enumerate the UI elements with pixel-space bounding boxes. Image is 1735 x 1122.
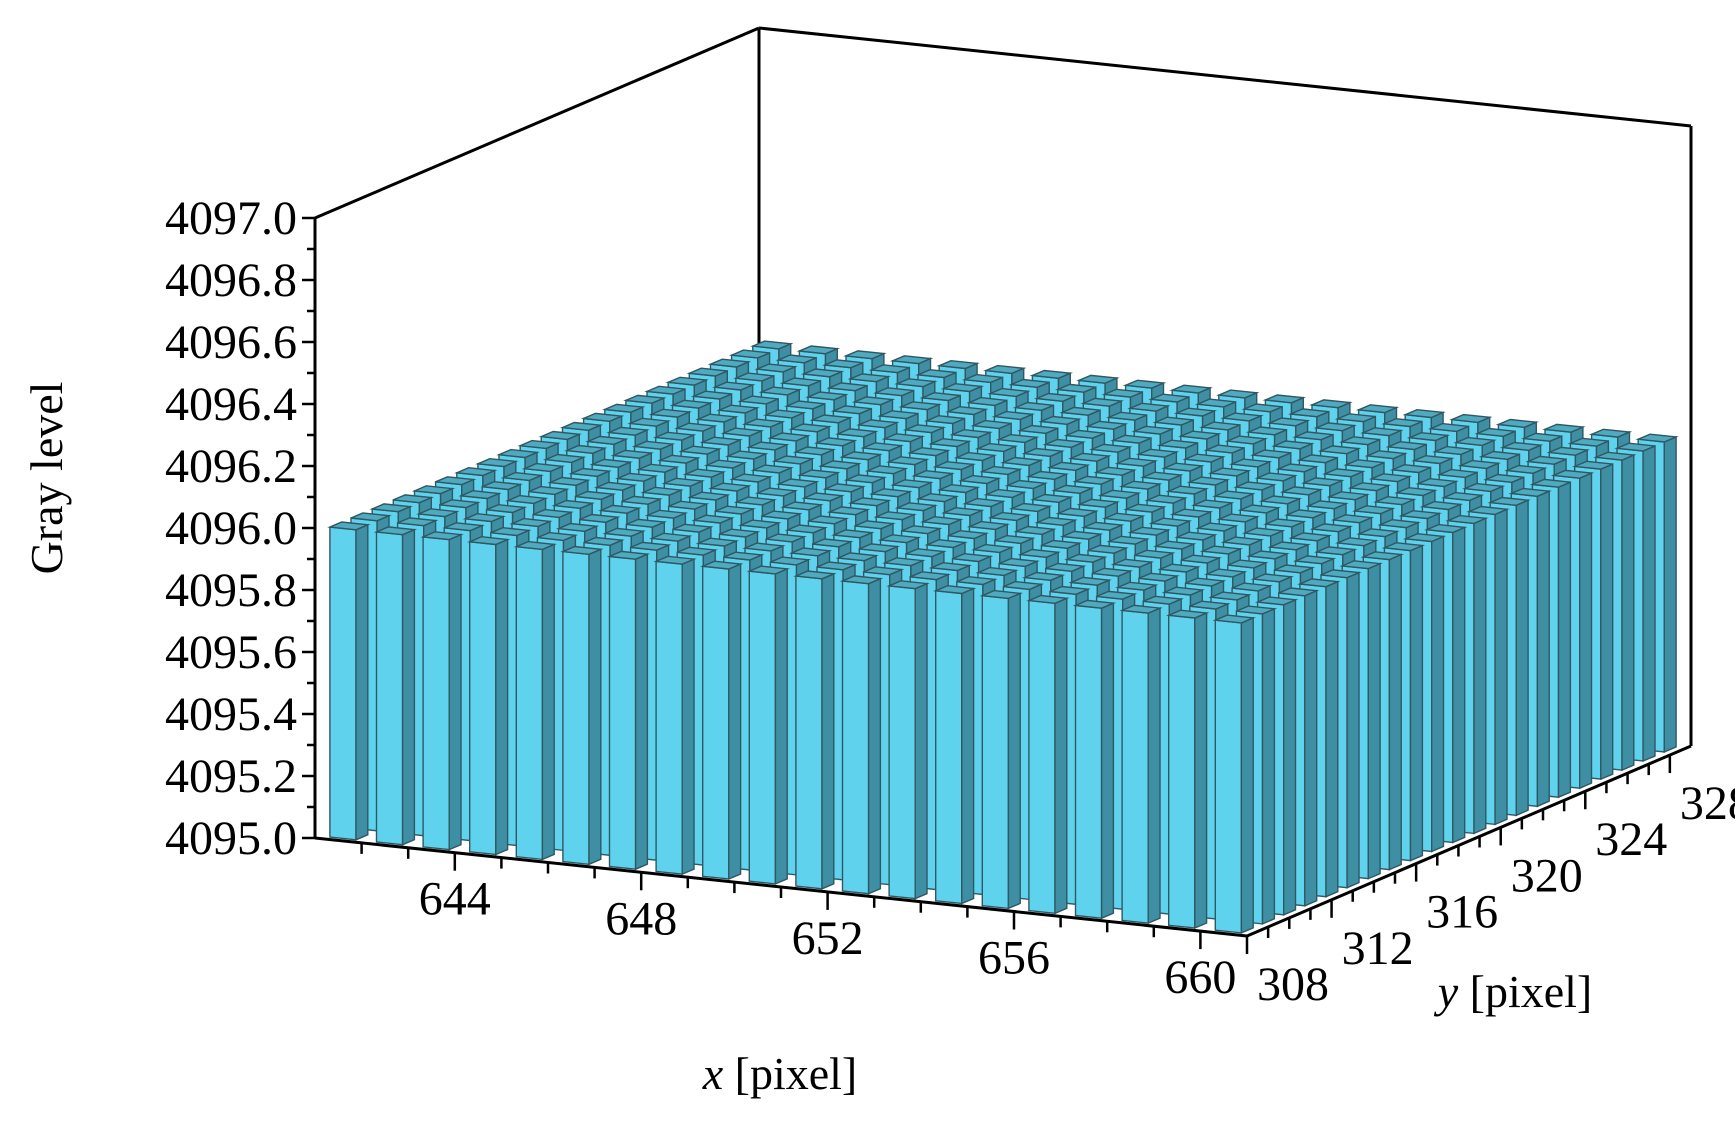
bar xyxy=(699,560,744,881)
y-axis-title: y [pixel] xyxy=(1434,966,1593,1017)
x-tick-label: 656 xyxy=(978,932,1050,985)
back-box-edge-0 xyxy=(314,26,760,220)
bar xyxy=(606,550,651,871)
bar-grid xyxy=(327,340,1679,934)
bar xyxy=(1026,594,1070,915)
y-tick-label: 324 xyxy=(1595,813,1667,866)
z-tick-label: 4095.0 xyxy=(165,812,297,865)
z-tick-label: 4096.8 xyxy=(165,254,297,307)
bar xyxy=(793,570,837,890)
bar xyxy=(979,589,1023,910)
x-axis-title-var: x xyxy=(702,1048,724,1099)
bar xyxy=(1072,599,1117,920)
y-tick-label: 320 xyxy=(1511,849,1583,902)
bar xyxy=(746,565,790,885)
x-axis-title: x [pixel] xyxy=(702,1048,858,1099)
y-tick-label: 328 xyxy=(1680,777,1735,830)
bar xyxy=(373,526,418,846)
z-tick-label: 4096.2 xyxy=(165,440,297,493)
bar xyxy=(839,575,884,895)
x-axis-title-unit: [pixel] xyxy=(723,1048,857,1099)
bar xyxy=(560,545,604,866)
z-tick-label: 4096.4 xyxy=(165,378,297,431)
bar xyxy=(1119,604,1163,925)
axis-ticks: 4095.0 4095.2 4095.4 4095.6 4095.8 4096.0 4096… xyxy=(165,192,1735,1011)
y-axis-title-unit: [pixel] xyxy=(1458,966,1592,1017)
y-axis-title-var: y xyxy=(1434,966,1459,1017)
bar xyxy=(886,580,930,900)
y-tick-label: 308 xyxy=(1257,958,1329,1011)
x-tick-label: 660 xyxy=(1164,951,1236,1004)
back-box-edge-1 xyxy=(758,26,1692,128)
z-tick-label: 4095.2 xyxy=(165,750,297,803)
z-tick-label: 4096.0 xyxy=(165,502,297,555)
bar xyxy=(513,540,557,861)
z-tick-label: 4095.8 xyxy=(165,564,297,617)
y-axis-line xyxy=(1246,744,1692,938)
bar xyxy=(1212,614,1256,934)
z-tick-label: 4097.0 xyxy=(165,192,297,245)
bar xyxy=(653,555,697,876)
z-tick-label: 4096.6 xyxy=(165,316,297,369)
z-tick-label: 4095.4 xyxy=(165,688,297,741)
bar xyxy=(420,531,464,851)
bar xyxy=(466,535,511,856)
y-tick-label: 316 xyxy=(1426,886,1498,939)
x-tick-label: 652 xyxy=(792,912,864,965)
z-tick-label: 4095.6 xyxy=(165,626,297,679)
bar xyxy=(932,584,977,905)
x-tick-label: 644 xyxy=(419,873,491,926)
bar xyxy=(327,521,371,841)
y-tick-label: 312 xyxy=(1342,922,1414,975)
x-tick-label: 648 xyxy=(605,892,677,945)
bar xyxy=(1165,609,1210,930)
z-axis-title: Gray level xyxy=(21,382,72,575)
